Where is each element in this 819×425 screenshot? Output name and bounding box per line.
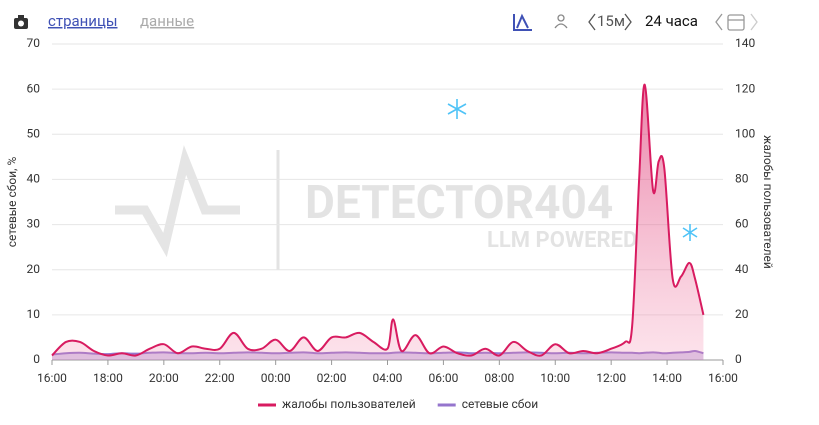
y2-tick-label: 20	[735, 307, 749, 321]
y-tick-label: 10	[27, 307, 41, 321]
x-tick-label: 22:00	[205, 371, 235, 385]
range[interactable]: 24 часа	[645, 12, 698, 30]
chart-mode-icon[interactable]	[513, 13, 532, 31]
watermark-title: DETECTOR404	[305, 176, 613, 230]
prev-day[interactable]	[715, 13, 723, 31]
y2-tick-label: 0	[735, 352, 742, 366]
y-axis-title: сетевые сбои, %	[5, 157, 19, 248]
y2-tick-label: 80	[735, 172, 749, 186]
x-tick-label: 18:00	[93, 371, 123, 385]
camera-icon[interactable]	[14, 15, 28, 29]
y-tick-label: 0	[33, 352, 40, 366]
y-tick-label: 30	[27, 217, 41, 231]
y-tick-label: 40	[27, 172, 41, 186]
x-tick-label: 20:00	[149, 371, 179, 385]
prev-interval[interactable]	[588, 13, 596, 31]
x-tick-label: 10:00	[540, 371, 570, 385]
y2-axis-title: жалобы пользователей	[761, 135, 775, 269]
y-tick-label: 50	[27, 126, 41, 140]
x-tick-label: 02:00	[317, 371, 347, 385]
x-tick-label: 06:00	[428, 371, 458, 385]
next-day[interactable]	[750, 13, 758, 31]
tab[interactable]: данные	[140, 12, 194, 30]
x-tick-label: 12:00	[596, 371, 626, 385]
watermark-subtitle: LLM POWERED	[487, 228, 637, 253]
x-tick-label: 08:00	[484, 371, 514, 385]
area-fill	[52, 84, 704, 360]
series-line	[51, 83, 705, 357]
user-icon[interactable]	[554, 14, 568, 29]
y2-tick-label: 120	[735, 81, 755, 95]
y-tick-label: 60	[27, 81, 41, 95]
snowflake-icon	[447, 99, 698, 241]
x-tick-label: 16:00	[37, 371, 67, 385]
plot: 0 10 20 30 40 50 60 70 0 20 40 60 80 100 120 140 16:00 18…	[27, 36, 756, 385]
calendar-icon[interactable]	[727, 14, 745, 31]
legend-label: сетевые сбои	[462, 397, 539, 411]
watermark: DETECTOR404 LLM POWERED	[115, 145, 637, 270]
y-tick-label: 20	[27, 262, 41, 276]
interval[interactable]: 15м	[597, 12, 625, 30]
tab[interactable]: страницы	[48, 12, 118, 30]
legend-label: жалобы пользователей	[282, 397, 416, 411]
next-interval[interactable]	[624, 13, 632, 31]
y2-tick-label: 60	[735, 217, 749, 231]
x-tick-label: 14:00	[652, 371, 682, 385]
y2-tick-label: 140	[735, 36, 755, 50]
y2-tick-label: 100	[735, 126, 755, 140]
y2-tick-label: 40	[735, 262, 749, 276]
x-tick-label: 04:00	[373, 371, 403, 385]
x-tick-label: 00:00	[261, 371, 291, 385]
y-tick-label: 70	[27, 36, 41, 50]
x-tick-label: 16:00	[708, 371, 738, 385]
